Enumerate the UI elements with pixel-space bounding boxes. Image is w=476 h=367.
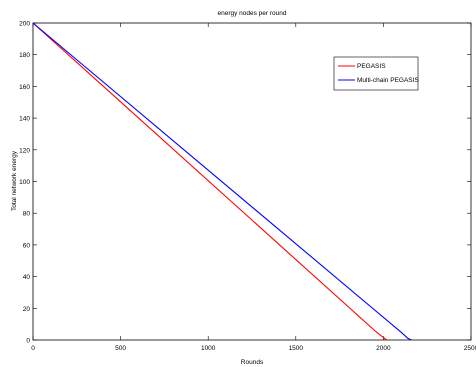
series-line-1 <box>32 22 412 341</box>
chart-title: energy nodes per round <box>217 10 286 17</box>
legend-box <box>333 56 419 91</box>
y-axis-label: Total network energy <box>11 150 18 211</box>
y-tick-label: 20 <box>23 306 31 313</box>
x-tick-label: 1500 <box>289 345 304 352</box>
y-tick-label: 200 <box>19 21 30 28</box>
x-tick-label: 1000 <box>201 345 216 352</box>
legend-label-multichain: Multi-chain PEGASIS <box>357 77 419 84</box>
x-axis-label: Rounds <box>241 359 264 366</box>
x-tick-label: 2500 <box>464 345 476 352</box>
y-tick-label: 40 <box>23 274 31 281</box>
y-tick-label: 100 <box>19 179 30 186</box>
series-layer <box>32 22 412 341</box>
x-axis: 0 500 1000 1500 2000 2500 <box>31 23 476 352</box>
legend: PEGASIS Multi-chain PEGASIS <box>333 56 419 91</box>
series-line-0 <box>32 22 388 341</box>
y-axis: 0 20 40 60 80 100 120 140 160 180 200 <box>19 21 471 345</box>
y-tick-label: 60 <box>23 242 31 249</box>
y-tick-label: 160 <box>19 84 30 91</box>
x-tick-label: 500 <box>115 345 126 352</box>
x-tick-label: 2000 <box>376 345 391 352</box>
legend-label-pegasis: PEGASIS <box>357 63 386 70</box>
y-tick-label: 120 <box>19 147 30 154</box>
y-tick-label: 140 <box>19 116 30 123</box>
y-tick-label: 80 <box>23 211 31 218</box>
y-tick-label: 180 <box>19 52 30 59</box>
x-tick-label: 0 <box>31 345 35 352</box>
y-tick-label: 0 <box>26 338 30 345</box>
